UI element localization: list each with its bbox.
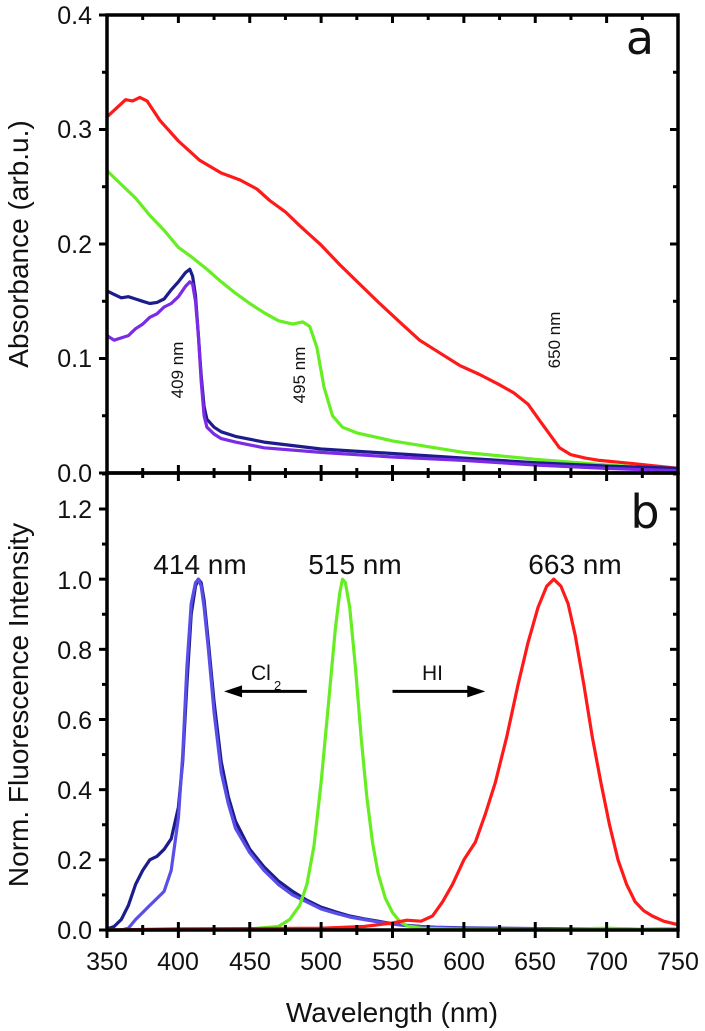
x-tick-label: 550 <box>372 948 414 976</box>
panel-b-y-tick-labels: 1.2 1.0 0.8 0.6 0.4 0.2 0.0 <box>57 496 92 945</box>
y-tick-label: 0.4 <box>57 777 92 805</box>
panel-a-frame <box>105 13 680 475</box>
annotation-663nm: 663 nm <box>528 549 621 580</box>
annotation-495nm: 495 nm <box>290 347 309 404</box>
panel-a-y-axis-title: Absorbance (arb.u.) <box>3 120 34 367</box>
x-tick-label: 400 <box>157 948 199 976</box>
y-tick-label: 0.4 <box>57 2 92 30</box>
annotation-414nm: 414 nm <box>153 549 246 580</box>
x-tick-label: 350 <box>86 948 128 976</box>
x-tick-label: 450 <box>229 948 271 976</box>
y-tick-label: 0.3 <box>57 116 92 144</box>
cl2-label: Cl <box>251 662 271 685</box>
panel-b-fluorescence: 1.2 1.0 0.8 0.6 0.4 0.2 0.0 350 400 450 … <box>3 471 699 1028</box>
y-tick-label: 0.0 <box>57 460 92 488</box>
y-tick-label: 0.2 <box>57 231 92 259</box>
y-tick-label: 1.2 <box>57 496 92 524</box>
panel-b-series <box>105 577 680 932</box>
annotation-hi: HI <box>422 662 443 685</box>
x-tick-label: 500 <box>300 948 342 976</box>
annotation-409nm: 409 nm <box>168 342 187 399</box>
panel-a-label: a <box>626 11 654 65</box>
series-line-navy <box>105 577 680 931</box>
series-line-violet <box>105 280 680 473</box>
annotation-515nm: 515 nm <box>308 549 401 580</box>
panel-b-frame <box>105 471 680 932</box>
x-tick-label: 750 <box>657 948 699 976</box>
series-line-navy <box>105 267 680 470</box>
x-tick-label: 650 <box>514 948 556 976</box>
x-tick-label: 700 <box>586 948 628 976</box>
panel-b-y-axis-title: Norm. Fluorescence Intensity <box>3 523 34 887</box>
annotation-650nm: 650 nm <box>545 312 564 369</box>
series-line-red <box>105 577 680 932</box>
arrow-head-cl2 <box>224 685 243 698</box>
annotation-cl2: Cl 2 <box>251 662 281 693</box>
panel-a-y-tick-labels: 0.4 0.3 0.2 0.1 0.0 <box>57 2 92 488</box>
series-line-violet-blue <box>105 577 680 932</box>
y-tick-label: 0.0 <box>57 917 92 945</box>
series-line-green <box>105 169 680 472</box>
series-line-green <box>105 577 680 932</box>
series-line-red <box>105 95 680 470</box>
cl2-subscript: 2 <box>274 678 281 693</box>
x-axis-title: Wavelength (nm) <box>286 997 498 1028</box>
arrows <box>224 685 486 698</box>
panel-a-series <box>105 95 680 473</box>
y-tick-label: 0.1 <box>57 345 92 373</box>
y-tick-label: 0.6 <box>57 707 92 735</box>
panel-a-absorbance: 0.4 0.3 0.2 0.1 0.0 Absorbance (arb.u.) … <box>3 2 680 488</box>
panel-b-label: b <box>630 485 659 539</box>
x-tick-labels: 350 400 450 500 550 600 650 700 750 <box>86 948 699 976</box>
y-tick-label: 0.8 <box>57 637 92 665</box>
y-tick-label: 0.2 <box>57 847 92 875</box>
arrow-head-hi <box>467 685 486 698</box>
panel-a-ticks <box>99 13 680 475</box>
y-tick-label: 1.0 <box>57 567 92 595</box>
panel-b-ticks <box>99 472 680 938</box>
x-tick-label: 600 <box>443 948 485 976</box>
